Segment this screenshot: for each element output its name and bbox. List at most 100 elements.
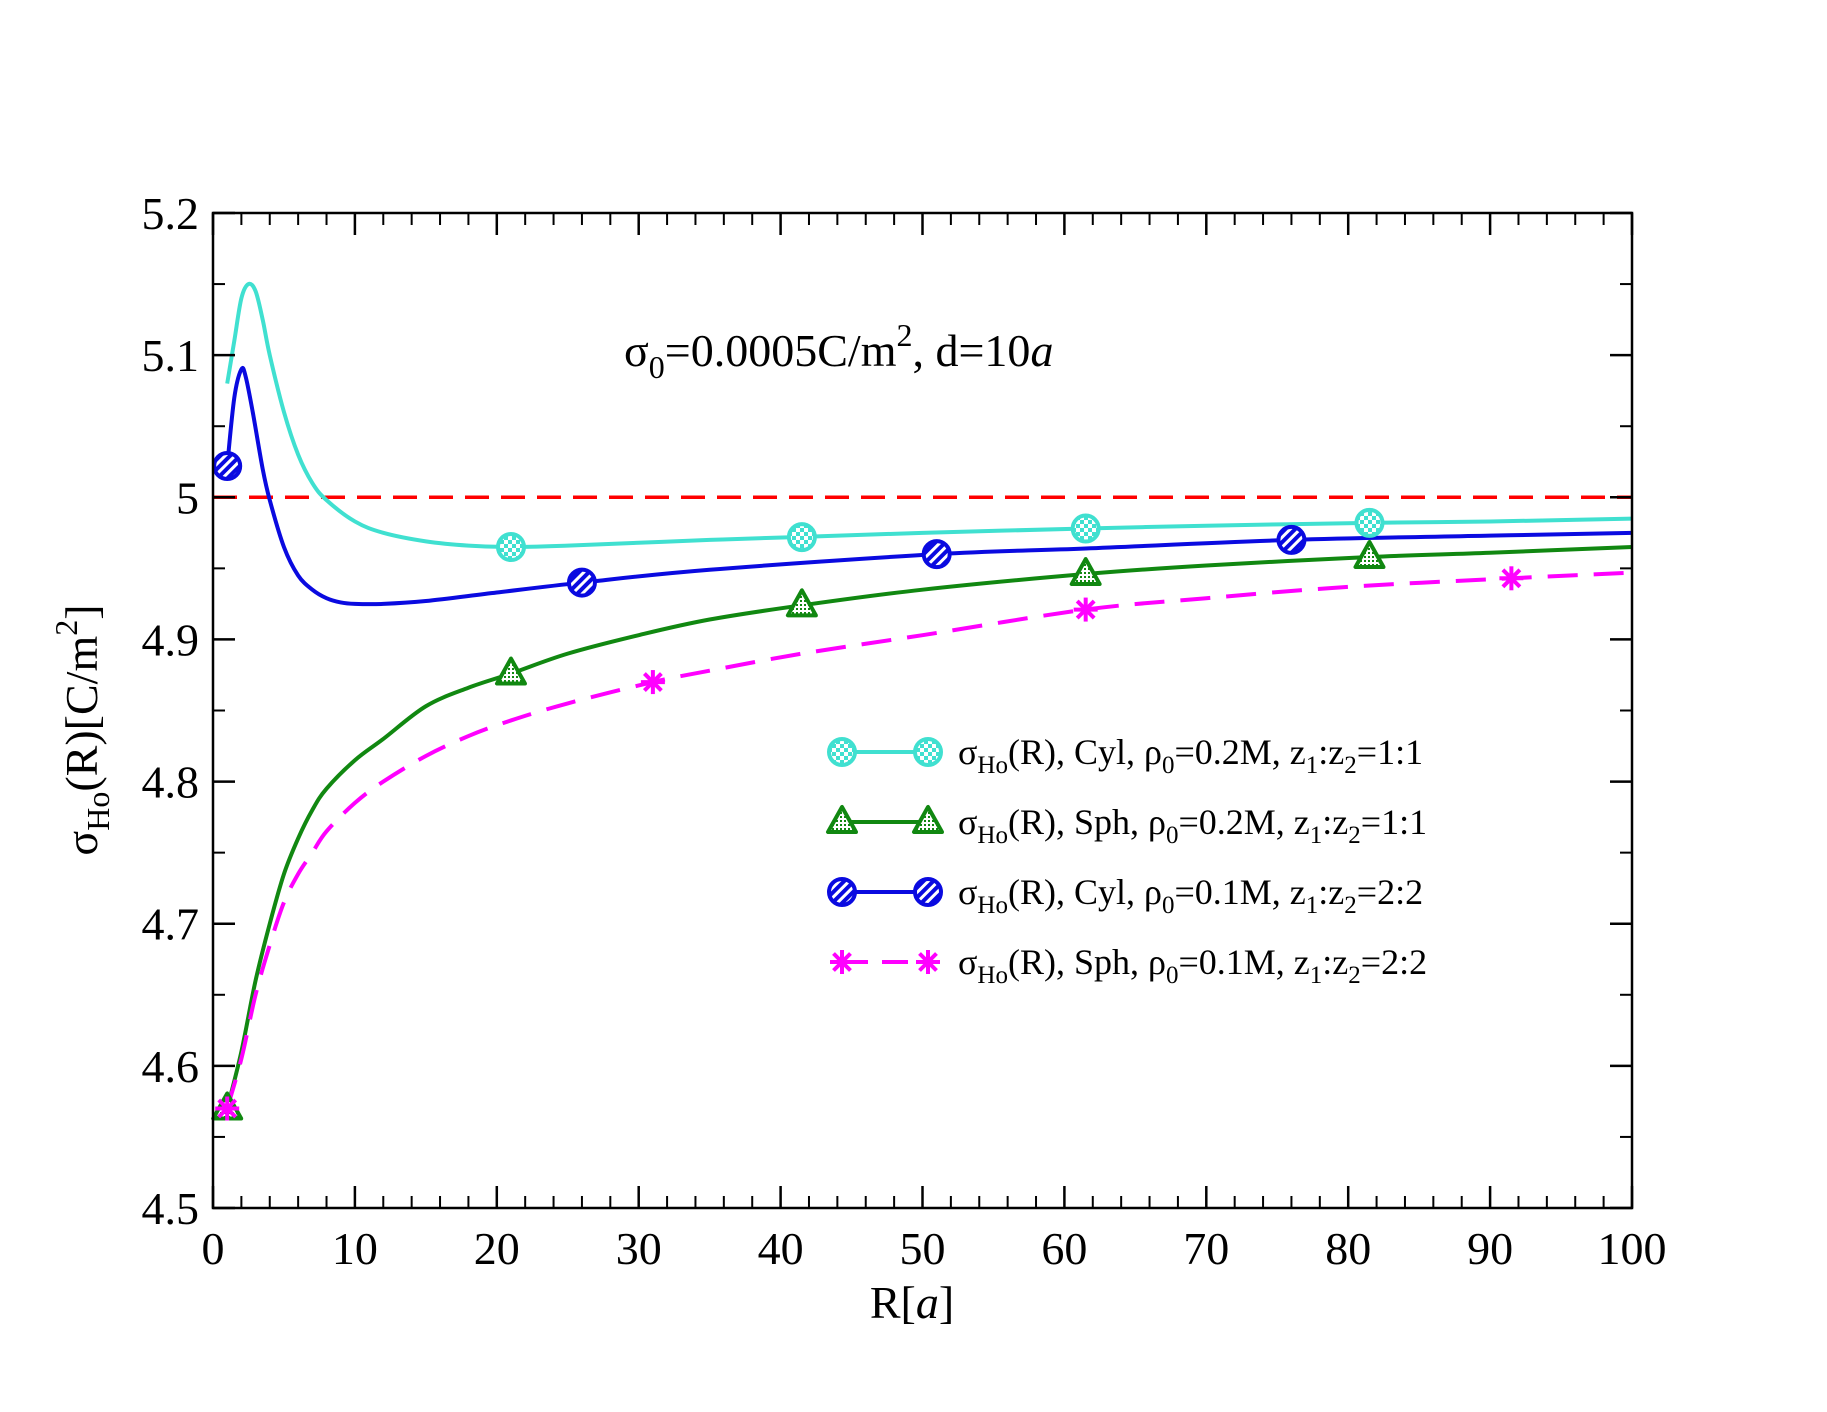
marker-shape [1070,513,1101,544]
marker-shape [913,737,943,767]
legend-text: = [1174,872,1194,912]
y-tick-label: 5.2 [142,188,200,239]
tick-layer: 0 10 20 30 40 50 60 70 80 90 1004.54.64.74.84.955.… [142,188,1667,1274]
legend-swatch-marker [912,805,944,834]
legend-text: , z [1272,872,1306,912]
x-axis-label: R[a] [870,1277,954,1328]
legend-sub: 1 [1310,962,1323,989]
y-tick-label: 4.7 [142,899,200,950]
title-mid: =0.0005C/m [665,325,897,376]
marker-shape [827,737,857,767]
legend-text: , z [1276,942,1310,982]
legend-ratio: 2:2 [1381,942,1427,982]
legend-text: = [1361,802,1381,842]
x-tick-label: 40 [758,1223,804,1274]
legend-entry: σHo(R), Cyl, ρ0=0.1M, z1:z2=2:2 [958,872,1423,919]
legend-sub: Ho [977,822,1008,849]
legend-sub: 2 [1348,962,1361,989]
legend-text: = [1357,732,1377,772]
legend-swatch-marker [827,877,857,907]
legend-sub: 2 [1344,752,1357,779]
legend-text: , ρ [1126,872,1162,912]
legend: σHo(R), Cyl, ρ0=0.2M, z1:z2=1:1 σHo(R), … [826,732,1427,989]
legend-text: , z [1276,802,1310,842]
x-tick-label: 90 [1467,1223,1513,1274]
x-tick-label: 60 [1041,1223,1087,1274]
marker-stroke [832,952,852,972]
legend-swatch-marker [830,950,854,974]
data-point [494,656,527,686]
marker-shape [826,805,858,834]
marker-stroke [1501,568,1522,589]
legend-geom: Cyl [1074,732,1126,772]
legend-sub: 1 [1310,822,1323,849]
legend-text: , ρ [1130,802,1166,842]
legend-text: (R), [1008,872,1074,912]
data-point [640,670,665,695]
ylabel-sub: Ho [80,792,116,831]
x-tick-label: 100 [1598,1223,1667,1274]
legend-geom: Sph [1074,942,1130,982]
legend-entry: σHo(R), Cyl, ρ0=0.2M, z1:z2=1:1 [958,732,1423,779]
data-point [1353,539,1386,569]
legend-text: , ρ [1130,942,1166,982]
ylabel-sup: 2 [48,620,84,636]
legend-sub: 0 [1162,892,1175,919]
ylabel-mid: (R)[C/m [56,636,107,792]
legend-text: = [1361,942,1381,982]
legend-ratio: 2:2 [1377,872,1423,912]
marker-layer [211,451,1524,1121]
marker-shape [1353,539,1386,569]
legend-sigma: σ [958,872,977,912]
data-point [1354,507,1385,538]
data-point [921,539,952,570]
legend-text: (R), [1008,942,1074,982]
legend-rho: 0.2M [1199,802,1276,842]
legend-swatch-marker [916,950,940,974]
legend-sub: 1 [1306,752,1319,779]
legend-entry: σHo(R), Sph, ρ0=0.2M, z1:z2=1:1 [958,802,1427,849]
marker-stroke [642,672,663,692]
marker-stroke [217,1098,238,1119]
legend-text: (R), [1008,802,1074,842]
legend-text: = [1174,732,1194,772]
title-sigma: σ [624,325,649,376]
marker-shape [494,656,527,686]
title-end: , d=10 [912,325,1030,376]
marker-shape [495,532,526,563]
y-tick-label: 4.6 [142,1041,200,1092]
legend-text: , ρ [1126,732,1162,772]
marker-shape [1354,507,1385,538]
xlabel-post: ] [939,1277,954,1328]
data-point [1070,513,1101,544]
legend-text: :z [1322,802,1348,842]
legend-text: = [1357,872,1377,912]
x-tick-label: 0 [202,1223,225,1274]
title-sub: 0 [649,349,665,385]
legend-sub: Ho [977,752,1008,779]
y-tick-label: 4.5 [142,1183,200,1234]
marker-shape [827,877,857,907]
legend-rho: 0.1M [1199,942,1276,982]
y-tick-label: 5 [176,472,199,523]
legend-geom: Cyl [1074,872,1126,912]
marker-shape [1276,524,1307,555]
y-axis-label: σHo(R)[C/m2] [48,604,116,855]
ylabel-sigma: σ [56,831,107,856]
legend-sub: 0 [1162,752,1175,779]
marker-stroke [1075,599,1096,620]
legend-ratio: 1:1 [1377,732,1423,772]
legend-text: :z [1318,732,1344,772]
legend-label: σHo(R), Sph, ρ0=0.2M, z1:z2=1:1 [958,802,1427,849]
data-point [212,451,243,482]
data-point [1499,566,1524,591]
legend-label: σHo(R), Sph, ρ0=0.1M, z1:z2=2:2 [958,942,1427,989]
data-point [495,532,526,563]
legend-swatches [826,737,944,974]
data-point [1276,524,1307,555]
xlabel-pre: R[ [870,1277,916,1328]
legend-text: :z [1318,872,1344,912]
legend-sub: 2 [1348,822,1361,849]
y-tick-label: 4.8 [142,757,200,808]
